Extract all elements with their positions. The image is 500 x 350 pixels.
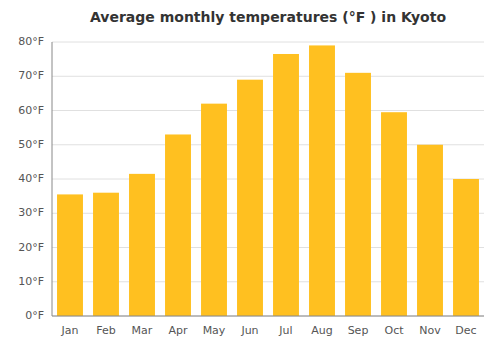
chart: Average monthly temperatures (°F ) in Ky… xyxy=(0,0,500,350)
x-tick-label: Apr xyxy=(168,324,188,337)
x-tick-label: Jul xyxy=(278,324,292,337)
x-tick-label: May xyxy=(203,324,226,337)
y-tick-label: 30°F xyxy=(18,206,44,219)
y-tick-label: 60°F xyxy=(18,104,44,117)
bars xyxy=(57,45,479,316)
title: Average monthly temperatures (°F ) in Ky… xyxy=(90,9,446,25)
x-tick-label: Jun xyxy=(240,324,258,337)
y-tick-label: 10°F xyxy=(18,275,44,288)
y-tick-label: 70°F xyxy=(18,69,44,82)
x-tick-label: Feb xyxy=(96,324,115,337)
bar xyxy=(165,134,191,316)
bar xyxy=(93,193,119,316)
bar xyxy=(237,80,263,316)
y-tick-label: 80°F xyxy=(18,35,44,48)
bar xyxy=(417,145,443,316)
grid-line xyxy=(52,316,484,317)
bar xyxy=(309,45,335,316)
grid-line xyxy=(52,42,484,43)
chart-container: Average monthly temperatures (°F ) in Ky… xyxy=(0,0,500,350)
x-tick-label: Nov xyxy=(419,324,441,337)
bar xyxy=(129,174,155,316)
bar xyxy=(57,194,83,316)
x-tick-label: Aug xyxy=(311,324,332,337)
y-axis-line xyxy=(52,42,53,316)
x-tick-label: Dec xyxy=(455,324,476,337)
y-tick-label: 50°F xyxy=(18,138,44,151)
x-tick-label: Oct xyxy=(384,324,404,337)
x-tick-label: Jan xyxy=(61,324,79,337)
y-tick-label: 40°F xyxy=(18,172,44,185)
bar xyxy=(381,112,407,316)
x-axis-line xyxy=(52,316,484,317)
bar xyxy=(273,54,299,316)
bar xyxy=(345,73,371,316)
grid-line xyxy=(52,110,484,111)
bar xyxy=(453,179,479,316)
y-tick-label: 0°F xyxy=(25,309,44,322)
x-tick-label: Mar xyxy=(132,324,153,337)
grid-line xyxy=(52,76,484,77)
grid xyxy=(52,42,484,316)
bar xyxy=(201,104,227,316)
x-tick-label: Sep xyxy=(348,324,369,337)
y-tick-label: 20°F xyxy=(18,241,44,254)
